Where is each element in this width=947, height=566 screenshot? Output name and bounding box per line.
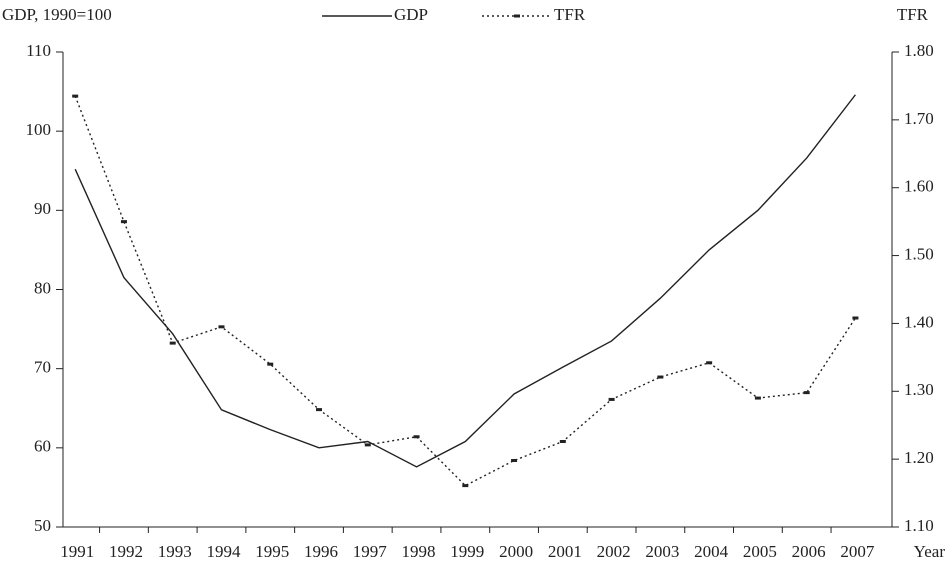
x-tick-label: 2001 xyxy=(548,542,582,561)
y2-tick-label: 1.40 xyxy=(904,312,934,331)
point-marker xyxy=(120,220,127,224)
series-line xyxy=(74,94,856,468)
point-marker xyxy=(706,361,713,365)
point-marker xyxy=(413,435,420,439)
y-tick-label: 50 xyxy=(34,516,51,535)
y2-tick-label: 1.20 xyxy=(904,448,934,467)
x-tick-label: 1995 xyxy=(255,542,289,561)
y2-tick-label: 1.70 xyxy=(904,109,934,128)
y-tick-label: 90 xyxy=(34,199,51,218)
x-tick-label: 1997 xyxy=(353,542,388,561)
point-marker xyxy=(169,341,176,345)
x-tick-label: 1992 xyxy=(109,542,143,561)
x-tick-label: 2005 xyxy=(743,542,777,561)
point-marker xyxy=(559,440,566,443)
point-marker xyxy=(511,459,518,462)
point-marker xyxy=(364,443,371,447)
x-tick-label: 1999 xyxy=(450,542,484,561)
point-marker xyxy=(754,396,761,400)
y-tick-label: 100 xyxy=(26,120,52,139)
x-tick-label: 2003 xyxy=(645,542,679,561)
x-tick-label: 1994 xyxy=(206,542,241,561)
x-axis-title: Year xyxy=(914,542,946,561)
x-tick-label: 2007 xyxy=(840,542,875,561)
series-line xyxy=(74,95,857,487)
y2-tick-label: 1.10 xyxy=(904,516,934,535)
point-marker xyxy=(462,484,469,488)
y2-tick-label: 1.60 xyxy=(904,177,934,196)
legend-label: GDP xyxy=(394,5,428,24)
point-marker xyxy=(803,391,810,395)
point-marker xyxy=(267,362,274,366)
point-marker xyxy=(657,375,664,379)
x-tick-label: 2006 xyxy=(792,542,826,561)
point-marker xyxy=(218,325,225,329)
point-marker xyxy=(72,94,79,98)
x-tick-label: 2000 xyxy=(499,542,533,561)
y-tick-label: 60 xyxy=(34,437,51,456)
x-tick-label: 1996 xyxy=(304,542,338,561)
point-marker xyxy=(316,408,323,412)
y2-axis-title: TFR xyxy=(897,5,929,24)
y-tick-label: 110 xyxy=(26,41,51,60)
x-tick-label: 1998 xyxy=(402,542,436,561)
legend-label: TFR xyxy=(554,5,586,24)
y-tick-label: 80 xyxy=(34,278,51,297)
x-tick-label: 1993 xyxy=(158,542,192,561)
point-marker xyxy=(852,316,859,320)
y2-tick-label: 1.80 xyxy=(904,41,934,60)
point-marker xyxy=(608,397,615,401)
x-tick-label: 1991 xyxy=(60,542,94,561)
y-tick-label: 70 xyxy=(34,358,51,377)
x-tick-label: 2002 xyxy=(597,542,631,561)
y-axis-title: GDP, 1990=100 xyxy=(2,5,112,24)
legend-marker xyxy=(514,14,520,18)
x-tick-label: 2004 xyxy=(694,542,729,561)
y2-tick-label: 1.30 xyxy=(904,380,934,399)
y2-tick-label: 1.50 xyxy=(904,244,934,263)
